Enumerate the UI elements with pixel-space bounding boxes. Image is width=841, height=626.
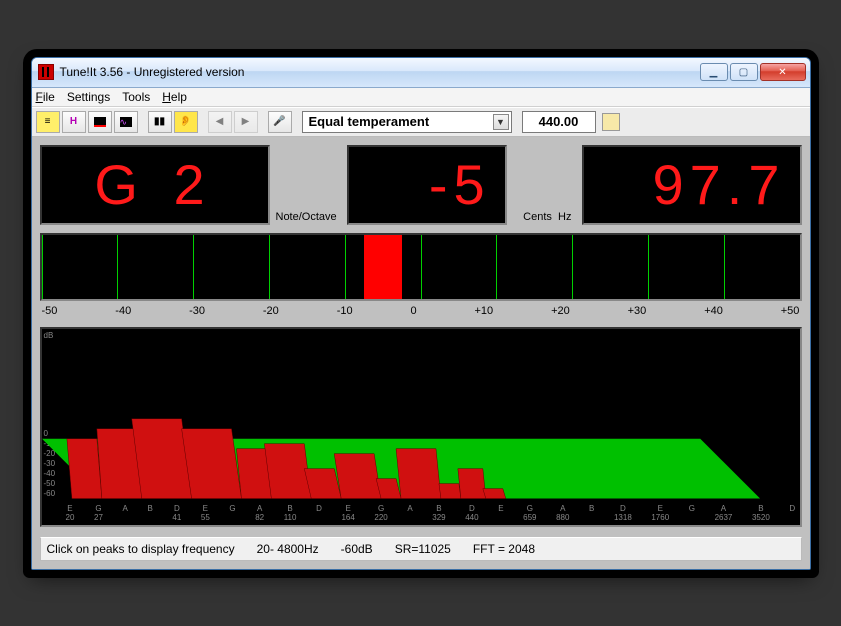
minimize-button[interactable]: ▁ <box>700 63 728 81</box>
status-floor: -60dB <box>341 542 373 556</box>
menu-help[interactable]: Help <box>162 90 187 104</box>
status-bar: Click on peaks to display frequency 20- … <box>40 537 802 561</box>
menu-file[interactable]: File <box>36 90 55 104</box>
close-button[interactable]: ✕ <box>760 63 806 81</box>
menu-tools[interactable]: Tools <box>122 90 150 104</box>
cents-meter-wrap: -50-40-30-20-100+10+20+30+40+50 <box>40 233 802 317</box>
hz-label: Hz <box>558 211 571 223</box>
spectrum-display[interactable]: dB 0-10-20-30-40-50-60 <box>40 327 802 527</box>
tool-prev-icon[interactable]: ◀ <box>208 111 232 133</box>
status-sr: SR=11025 <box>395 542 451 556</box>
titlebar[interactable]: Tune!It 3.56 - Unregistered version ▁ ▢ … <box>32 58 810 88</box>
cents-label: Cents <box>523 211 552 223</box>
app-window: Tune!It 3.56 - Unregistered version ▁ ▢ … <box>31 57 811 570</box>
menubar: File Settings Tools Help <box>32 88 810 107</box>
tool-pause-icon[interactable]: ▮▮ <box>148 111 172 133</box>
tool-wave-icon[interactable]: ∿ <box>114 111 138 133</box>
status-hint: Click on peaks to display frequency <box>47 542 235 556</box>
status-fft: FFT = 2048 <box>473 542 535 556</box>
temperament-select[interactable]: Equal temperament ▼ <box>302 111 512 133</box>
tool-next-icon[interactable]: ▶ <box>234 111 258 133</box>
tool-h-icon[interactable]: H <box>62 111 86 133</box>
tool-mic-icon[interactable]: 🎤 <box>268 111 292 133</box>
window-title: Tune!It 3.56 - Unregistered version <box>60 65 700 79</box>
note-label: Note/Octave <box>276 211 341 223</box>
note-value: G 2 <box>94 152 214 217</box>
spectrum-svg <box>42 329 800 527</box>
hz-display: 97.7 <box>582 145 802 225</box>
spectrum-x-labels: E20G27A B D41E55G A82B110D E164G220A B32… <box>66 505 796 523</box>
hz-value: 97.7 <box>653 152 786 217</box>
app-icon <box>38 64 54 80</box>
note-display: G 2 <box>40 145 270 225</box>
cents-meter[interactable] <box>40 233 802 301</box>
cents-value: -5 <box>429 152 491 217</box>
chevron-down-icon: ▼ <box>493 114 509 130</box>
status-range: 20- 4800Hz <box>257 542 319 556</box>
tool-scope-icon[interactable] <box>88 111 112 133</box>
temperament-value: Equal temperament <box>309 114 430 129</box>
cents-display: -5 <box>347 145 507 225</box>
maximize-button[interactable]: ▢ <box>730 63 758 81</box>
client-area: G 2 Note/Octave -5 Cents Hz 97.7 -50-40-… <box>32 137 810 569</box>
toolbar: ≡ H ∿ ▮▮ 👂 ◀ ▶ 🎤 Equal temperament ▼ 440… <box>32 107 810 137</box>
menu-settings[interactable]: Settings <box>67 90 110 104</box>
reference-hz-input[interactable]: 440.00 <box>522 111 596 133</box>
readout-row: G 2 Note/Octave -5 Cents Hz 97.7 <box>40 145 802 225</box>
tool-ear-icon[interactable]: 👂 <box>174 111 198 133</box>
color-swatch[interactable] <box>602 113 620 131</box>
cents-meter-labels: -50-40-30-20-100+10+20+30+40+50 <box>40 303 802 317</box>
tool-bars-icon[interactable]: ≡ <box>36 111 60 133</box>
